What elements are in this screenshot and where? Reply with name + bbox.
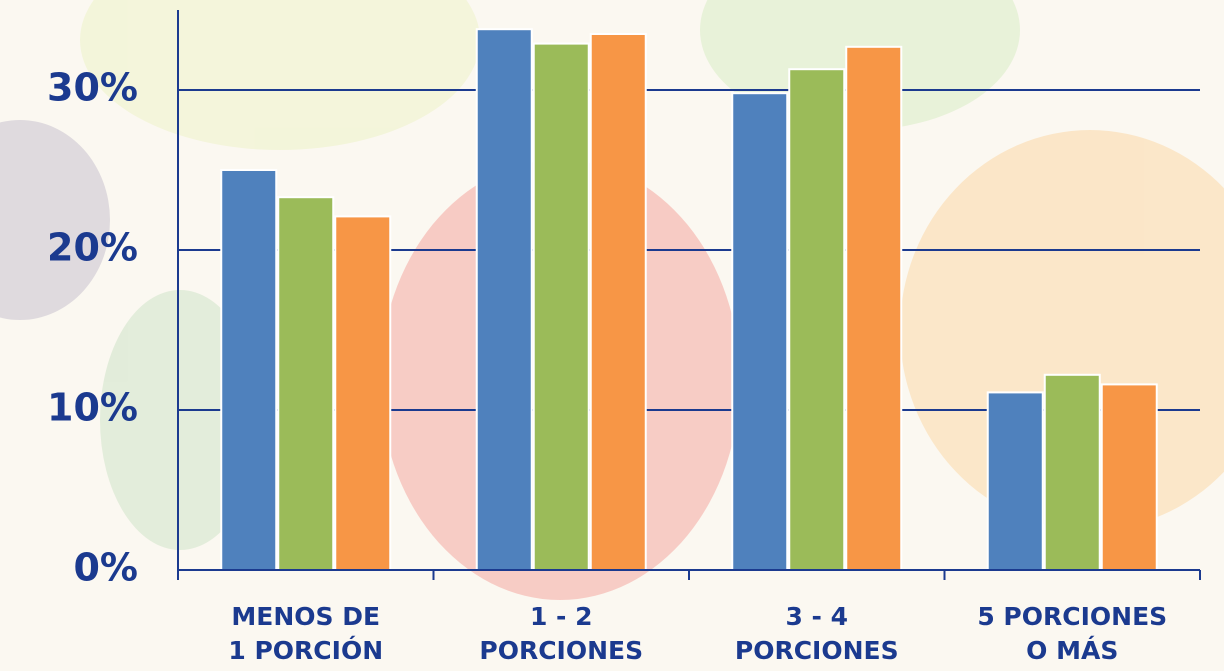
x-tick-label: MENOS DE 1 PORCIÓN [181, 600, 431, 668]
page: 0% 10% 20% 30% MENOS DE 1 PORCIÓN1 - 2 PORC… [0, 0, 1224, 671]
y-tick-label: 30% [47, 66, 138, 110]
bar [534, 44, 589, 570]
bar [732, 93, 787, 570]
chart: 0% 10% 20% 30% [0, 0, 1224, 671]
bar [1045, 375, 1100, 570]
x-tick-label: 3 - 4 PORCIONES [692, 600, 942, 668]
bar [477, 29, 532, 570]
bar [591, 34, 646, 570]
bar [221, 170, 276, 570]
bar [789, 69, 844, 570]
y-tick-label: 20% [47, 226, 138, 270]
bar [988, 392, 1043, 570]
bar [335, 216, 390, 570]
x-tick-label: 5 PORCIONES O MÁS [947, 600, 1197, 668]
x-tick-label: 1 - 2 PORCIONES [436, 600, 686, 668]
y-tick-label: 0% [73, 546, 138, 590]
bar [278, 197, 333, 570]
bar [846, 47, 901, 570]
y-tick-label: 10% [47, 386, 138, 430]
bar [1102, 384, 1157, 570]
